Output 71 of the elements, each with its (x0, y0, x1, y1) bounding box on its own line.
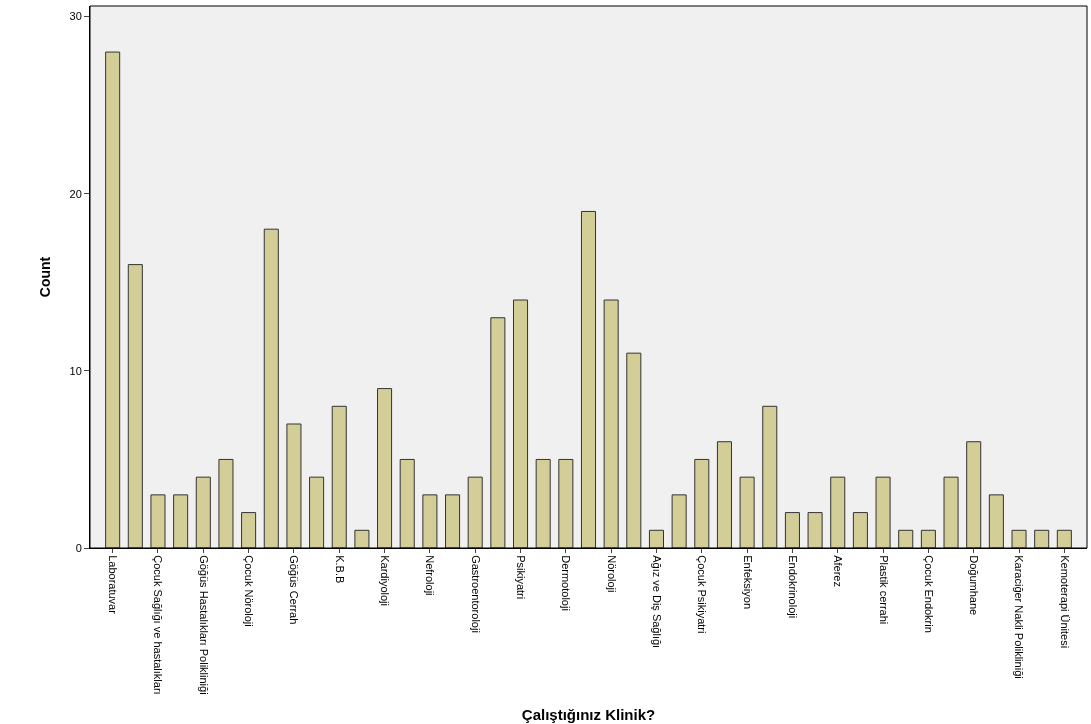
x-tick-label: Aferez (832, 555, 845, 587)
bar (920, 529, 936, 548)
x-axis-title: Çalıştığınız Klinik? (521, 705, 656, 723)
bar (875, 476, 891, 548)
x-tick-label: Ağız ve Diş Sağlığı (650, 555, 663, 649)
x-tick-label: Nefroloji (424, 555, 437, 596)
y-tick-label: 0 (75, 541, 82, 554)
x-tick-label: Plastik cerrahi (877, 555, 890, 625)
bar (445, 494, 461, 548)
bar (1011, 529, 1027, 548)
y-tick-label: 20 (69, 187, 82, 200)
bar (195, 476, 211, 548)
bar (943, 476, 959, 548)
y-tick-label: 30 (69, 10, 82, 23)
bar (898, 529, 914, 548)
x-tick-label: Çocuk Sağlığı ve hastalıkları (152, 555, 165, 695)
bar (150, 494, 166, 548)
x-tick-label: Göğüs Cerrah (288, 555, 301, 625)
bar (218, 458, 234, 548)
x-tick-label: Endokrinoloji (786, 555, 799, 619)
bar (377, 388, 393, 548)
bar (354, 529, 370, 548)
bar (422, 494, 438, 548)
bar (580, 210, 597, 548)
x-tick-label: Laboratuvar (107, 555, 120, 615)
bar (1034, 529, 1050, 548)
x-tick-label: Çocuk Psikiyatri (696, 555, 709, 634)
bar (830, 476, 846, 548)
bar (467, 476, 483, 548)
x-tick-label: Doğumhane (968, 555, 981, 616)
x-tick-label: Karaciğer Nakli Polikliniği (1013, 555, 1026, 679)
bar (331, 405, 347, 548)
bar (852, 512, 868, 548)
bar (807, 512, 823, 548)
bar (671, 494, 687, 548)
x-tick-label: Kardiyoloji (378, 555, 391, 606)
bar (648, 529, 664, 548)
x-tick-label: Çocuk Nöroloji (243, 555, 256, 627)
bar (626, 352, 642, 548)
bar (762, 405, 778, 548)
bar (558, 458, 574, 548)
x-tick-label: K.B.B (333, 555, 346, 584)
x-tick-label: Gastroentoroloji (469, 555, 482, 633)
x-tick-label: Kemoterapi Ünitesi (1058, 555, 1071, 649)
bar (173, 494, 189, 548)
bar (784, 512, 800, 548)
x-tick-label: Göğüs Hastalıkları Polikliniği (197, 555, 210, 695)
bar (263, 228, 279, 548)
bar (286, 423, 302, 548)
bar (739, 476, 755, 548)
bar (127, 264, 143, 548)
y-tick-label: 10 (69, 364, 82, 377)
bar (399, 458, 415, 548)
x-tick-label: Nöroloji (605, 555, 618, 593)
bar (988, 494, 1004, 548)
bar (694, 458, 710, 548)
x-tick-label: Enfeksiyon (741, 555, 754, 610)
bar (603, 299, 619, 548)
bar (966, 441, 982, 548)
bar (241, 512, 257, 548)
x-tick-label: Psikiyatri (514, 555, 527, 600)
bar (105, 51, 121, 548)
bar (490, 317, 506, 548)
bar (513, 299, 529, 548)
x-tick-label: Çocuk Endokrin (922, 555, 935, 633)
bar (1056, 529, 1072, 548)
bar (535, 458, 551, 548)
bar (716, 441, 732, 548)
x-tick-label: Dermotoloji (560, 555, 573, 611)
bar (309, 476, 325, 548)
y-axis-title: Count (37, 256, 54, 298)
